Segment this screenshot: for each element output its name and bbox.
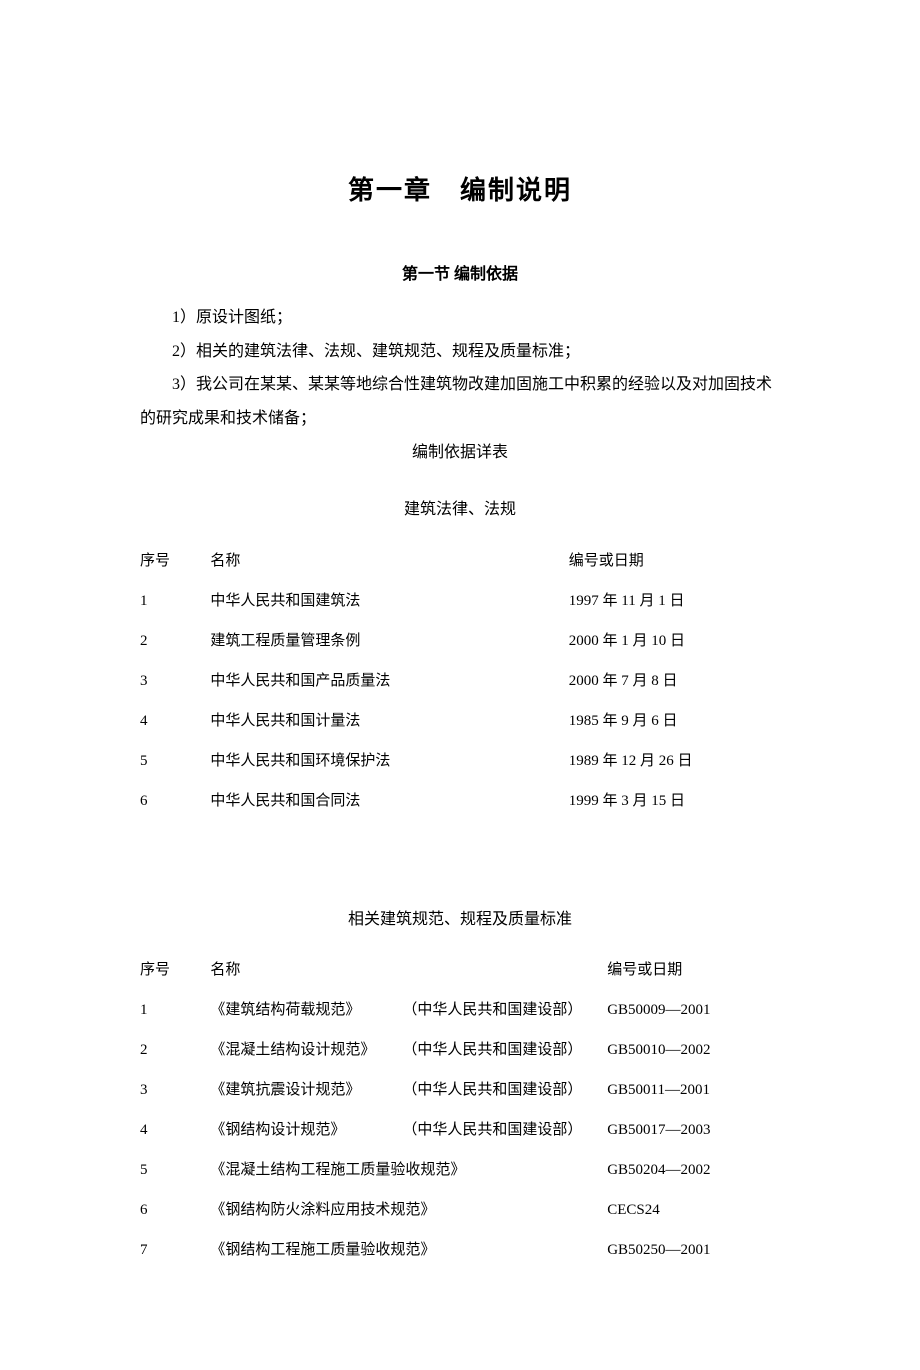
cell-name: 中华人民共和国环境保护法 [210,741,568,781]
cell-name: 《钢结构设计规范》 [210,1110,402,1150]
cell-seq: 1 [140,581,210,621]
section-title: 第一节 编制依据 [140,262,780,288]
cell-publisher: （中华人民共和国建设部） [402,990,607,1030]
cell-code: 2000 年 1 月 10 日 [569,621,780,661]
cell-seq: 7 [140,1230,210,1270]
table-row: 5 《混凝土结构工程施工质量验收规范》 GB50204—2002 [140,1150,780,1190]
table1-caption: 建筑法律、法规 [140,497,780,523]
cell-code: 1989 年 12 月 26 日 [569,741,780,781]
table-row: 3 中华人民共和国产品质量法 2000 年 7 月 8 日 [140,661,780,701]
cell-seq: 3 [140,1070,210,1110]
cell-name: 中华人民共和国合同法 [210,781,568,821]
table-row: 6 《钢结构防火涂料应用技术规范》 CECS24 [140,1190,780,1230]
table-row: 2 建筑工程质量管理条例 2000 年 1 月 10 日 [140,621,780,661]
paragraph-3: 3）我公司在某某、某某等地综合性建筑物改建加固施工中积累的经验以及对加固技术的研… [140,368,780,435]
cell-code: GB50204—2002 [607,1150,780,1190]
cell-name: 《建筑结构荷载规范》 [210,990,402,1030]
cell-publisher: （中华人民共和国建设部） [402,1070,607,1110]
table-row: 6 中华人民共和国合同法 1999 年 3 月 15 日 [140,781,780,821]
paragraph-2: 2）相关的建筑法律、法规、建筑规范、规程及质量标准； [140,335,780,369]
table2-caption: 相关建筑规范、规程及质量标准 [140,907,780,933]
cell-seq: 4 [140,1110,210,1150]
cell-code: 1985 年 9 月 6 日 [569,701,780,741]
table-row: 1 中华人民共和国建筑法 1997 年 11 月 1 日 [140,581,780,621]
standards-table: 序号 名称 编号或日期 1 《建筑结构荷载规范》 （中华人民共和国建设部） GB… [140,950,780,1270]
cell-name: 中华人民共和国建筑法 [210,581,568,621]
cell-code: 2000 年 7 月 8 日 [569,661,780,701]
cell-seq: 5 [140,741,210,781]
spacer [140,821,780,879]
detail-table-title: 编制依据详表 [140,436,780,470]
table-header-row: 序号 名称 编号或日期 [140,950,780,990]
header-name: 名称 [210,541,568,581]
table-header-row: 序号 名称 编号或日期 [140,541,780,581]
cell-code: GB50009—2001 [607,990,780,1030]
cell-name: 《建筑抗震设计规范》 [210,1070,402,1110]
table-row: 5 中华人民共和国环境保护法 1989 年 12 月 26 日 [140,741,780,781]
cell-name: 《钢结构工程施工质量验收规范》 [210,1230,607,1270]
cell-seq: 1 [140,990,210,1030]
cell-code: 1999 年 3 月 15 日 [569,781,780,821]
table-row: 7 《钢结构工程施工质量验收规范》 GB50250—2001 [140,1230,780,1270]
table-row: 4 中华人民共和国计量法 1985 年 9 月 6 日 [140,701,780,741]
cell-name: 《混凝土结构设计规范》 [210,1030,402,1070]
cell-seq: 2 [140,1030,210,1070]
cell-code: GB50011—2001 [607,1070,780,1110]
table-row: 4 《钢结构设计规范》 （中华人民共和国建设部） GB50017—2003 [140,1110,780,1150]
cell-name: 中华人民共和国产品质量法 [210,661,568,701]
cell-code: 1997 年 11 月 1 日 [569,581,780,621]
laws-table: 序号 名称 编号或日期 1 中华人民共和国建筑法 1997 年 11 月 1 日… [140,541,780,821]
cell-name: 中华人民共和国计量法 [210,701,568,741]
cell-seq: 3 [140,661,210,701]
cell-name: 《钢结构防火涂料应用技术规范》 [210,1190,607,1230]
table-row: 2 《混凝土结构设计规范》 （中华人民共和国建设部） GB50010—2002 [140,1030,780,1070]
cell-seq: 5 [140,1150,210,1190]
cell-code: GB50250—2001 [607,1230,780,1270]
header-code: 编号或日期 [569,541,780,581]
header-seq: 序号 [140,950,210,990]
cell-seq: 2 [140,621,210,661]
header-name: 名称 [210,950,607,990]
cell-publisher: （中华人民共和国建设部） [402,1110,607,1150]
cell-seq: 6 [140,1190,210,1230]
table-row: 1 《建筑结构荷载规范》 （中华人民共和国建设部） GB50009—2001 [140,990,780,1030]
header-code: 编号或日期 [607,950,780,990]
paragraph-1: 1）原设计图纸； [140,301,780,335]
cell-code: CECS24 [607,1190,780,1230]
cell-seq: 4 [140,701,210,741]
cell-code: GB50010—2002 [607,1030,780,1070]
cell-name: 建筑工程质量管理条例 [210,621,568,661]
cell-code: GB50017—2003 [607,1110,780,1150]
cell-publisher: （中华人民共和国建设部） [402,1030,607,1070]
chapter-title: 第一章 编制说明 [140,170,780,212]
cell-seq: 6 [140,781,210,821]
header-seq: 序号 [140,541,210,581]
table-row: 3 《建筑抗震设计规范》 （中华人民共和国建设部） GB50011—2001 [140,1070,780,1110]
cell-name: 《混凝土结构工程施工质量验收规范》 [210,1150,607,1190]
